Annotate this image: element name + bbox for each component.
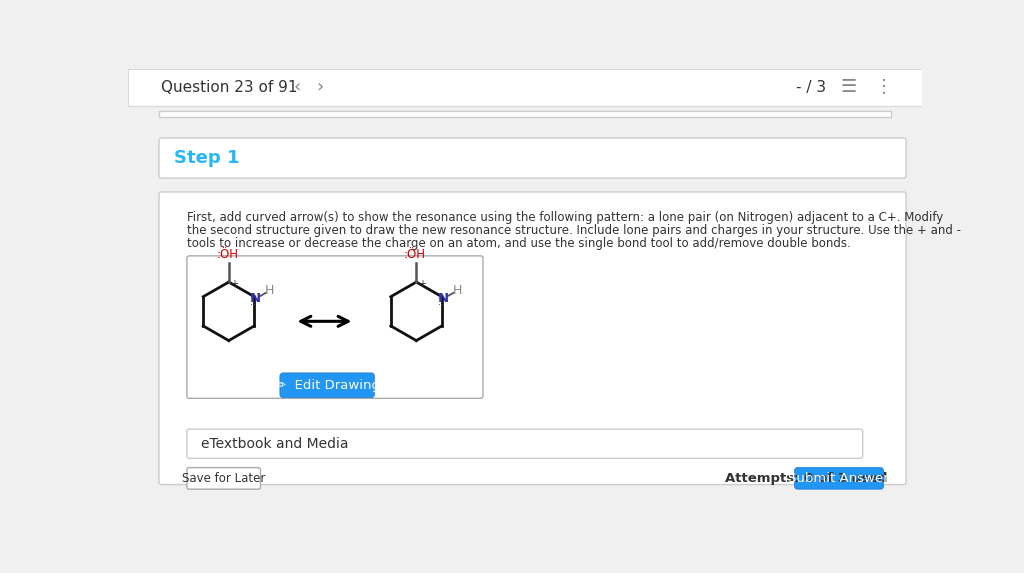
FancyBboxPatch shape [795, 468, 884, 489]
Text: H: H [453, 284, 462, 297]
Text: ··: ·· [251, 300, 260, 310]
Text: N: N [438, 292, 449, 305]
Text: :ÖH: :ÖH [403, 248, 426, 261]
Text: :ÖH: :ÖH [216, 248, 239, 261]
FancyBboxPatch shape [187, 256, 483, 398]
Text: ⋮: ⋮ [874, 79, 893, 96]
Text: Submit Answer: Submit Answer [788, 472, 889, 485]
Text: ✏  Edit Drawing: ✏ Edit Drawing [274, 379, 380, 392]
Text: First, add curved arrow(s) to show the resonance using the following pattern: a : First, add curved arrow(s) to show the r… [187, 211, 943, 224]
Text: ☰: ☰ [841, 79, 857, 96]
Text: ··: ·· [438, 300, 447, 310]
FancyBboxPatch shape [187, 468, 260, 489]
Text: the second structure given to draw the new resonance structure. Include lone pai: the second structure given to draw the n… [187, 224, 961, 237]
Text: - / 3: - / 3 [796, 80, 826, 95]
FancyBboxPatch shape [187, 429, 862, 458]
Text: N: N [250, 292, 261, 305]
Text: Attempts: 0 of 3 used: Attempts: 0 of 3 used [725, 472, 887, 485]
Text: ›: › [316, 79, 324, 96]
Bar [159, 111, 891, 117]
FancyBboxPatch shape [159, 138, 906, 178]
Bar [128, 69, 922, 106]
Text: Save for Later: Save for Later [181, 472, 265, 485]
Text: ‹: ‹ [293, 79, 301, 96]
Text: +: + [418, 278, 426, 289]
Text: Question 23 of 91: Question 23 of 91 [161, 80, 297, 95]
Text: H: H [265, 284, 274, 297]
Text: tools to increase or decrease the charge on an atom, and use the single bond too: tools to increase or decrease the charge… [187, 237, 851, 250]
Text: eTextbook and Media: eTextbook and Media [201, 437, 348, 451]
Text: Step 1: Step 1 [174, 149, 240, 167]
FancyBboxPatch shape [280, 373, 375, 398]
Text: +: + [230, 278, 239, 289]
FancyBboxPatch shape [159, 192, 906, 485]
